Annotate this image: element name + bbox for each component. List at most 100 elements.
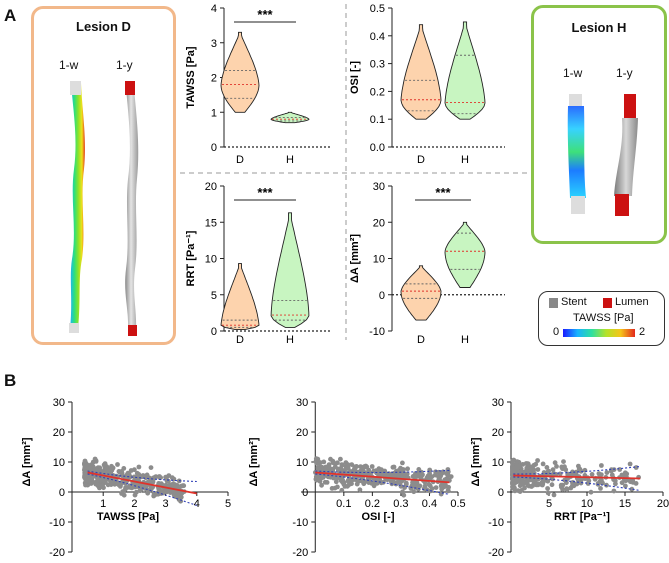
violin-H	[444, 221, 486, 288]
x-category-label: H	[461, 334, 469, 344]
scatter-point	[82, 474, 88, 480]
scatter-point	[414, 480, 420, 485]
y-axis-label: ΔA [mm²]	[349, 234, 361, 283]
scatter-point	[549, 482, 555, 488]
scatter-point	[126, 471, 132, 477]
scatter-point	[148, 465, 154, 470]
x-category-label: H	[286, 334, 294, 344]
scatter-point	[427, 483, 433, 489]
lesion-h-stent-cap-bottom	[571, 196, 585, 214]
lesion-h-stent-cap-top	[569, 94, 582, 108]
scatter-point	[535, 482, 541, 488]
violin-D	[400, 24, 442, 120]
scatter-point	[611, 488, 617, 494]
scatter-point	[351, 468, 357, 473]
scatter-point	[533, 461, 539, 467]
scatter-point	[92, 456, 98, 462]
scatter-point	[150, 478, 156, 484]
y-tick-label: 10	[492, 457, 504, 469]
y-tick-label: -20	[292, 547, 308, 559]
scatter-point	[338, 465, 344, 471]
regression-line	[513, 474, 641, 480]
legend-stent-swatch	[549, 298, 558, 308]
scatter-point	[414, 474, 420, 479]
scatter-point	[545, 490, 551, 496]
lesion-d-label-1w: 1-w	[59, 58, 79, 72]
scatter-point	[540, 478, 546, 484]
y-tick-label: -10	[292, 517, 308, 529]
scatter-point	[558, 482, 564, 488]
y-tick-label: -20	[49, 547, 65, 559]
y-tick-label: 0	[302, 487, 308, 499]
scatter-point	[132, 492, 138, 498]
scatter-point	[135, 484, 140, 489]
lesion-d-stent-cap-top	[70, 81, 81, 95]
scatter-point	[535, 467, 541, 472]
y-tick-label: -20	[488, 547, 504, 559]
lesion-h-lumen-top	[624, 94, 636, 120]
scatter-point	[520, 481, 526, 487]
regression-line	[315, 471, 450, 484]
scatter-point	[379, 467, 384, 473]
x-tick-label: 5	[225, 498, 231, 510]
x-tick-label: 0.1	[336, 498, 351, 510]
scatter-point	[115, 462, 120, 467]
violin-D	[400, 265, 442, 321]
y-tick-label: 30	[492, 397, 504, 409]
x-axis-label: OSI [-]	[362, 511, 395, 523]
y-tick-label: 3	[211, 38, 217, 50]
scatter-point	[559, 464, 565, 470]
scatter-point	[550, 467, 556, 473]
x-tick-label: 0.3	[393, 498, 408, 510]
lesion-h-title: Lesion H	[571, 20, 627, 35]
lesion-h-grey-vessel	[614, 118, 638, 196]
scatter-point	[552, 460, 558, 466]
scatter-point	[599, 463, 604, 468]
scatter-point	[317, 460, 323, 465]
scatter-point	[417, 483, 423, 489]
y-axis-label: ΔA [mm²]	[248, 437, 260, 486]
scatter-point	[129, 485, 135, 491]
scatter-point	[586, 478, 592, 484]
scatter-point	[439, 483, 444, 489]
scatter-point	[153, 492, 159, 497]
x-tick-label: 10	[581, 498, 593, 510]
scatter-point	[416, 467, 422, 472]
violin-D	[220, 263, 260, 331]
violin-H	[444, 21, 486, 120]
y-tick-label: 4	[211, 3, 217, 15]
scatter-point	[102, 478, 107, 483]
scatter-point	[510, 464, 515, 470]
y-axis-label: TAWSS [Pa]	[185, 46, 197, 108]
scatter-point	[136, 464, 142, 470]
scatter-point	[335, 460, 340, 466]
violin-chart-osi: 0.0 0.1 0.2 0.3 0.4 0.5 OSI [-] D H	[349, 3, 505, 166]
scatter-point	[514, 462, 519, 468]
y-tick-label: -10	[369, 326, 385, 338]
scatter-point	[171, 492, 177, 498]
scatter-point	[320, 475, 326, 480]
panel-b-label: B	[4, 371, 17, 390]
y-tick-label: 0	[498, 487, 504, 499]
x-tick-label: 0.5	[450, 498, 465, 510]
lesion-d-grey-vessel	[125, 89, 139, 331]
lesion-d-stent-cap-bottom	[69, 323, 79, 333]
panel-a-label: A	[4, 6, 17, 25]
colorbar-title: TAWSS [Pa]	[573, 312, 634, 324]
legend-lumen-swatch	[603, 298, 612, 308]
scatter-point	[570, 483, 575, 489]
violin-chart-rrt: 0 5 10 15 20 RRT [Pa⁻¹] D H ***	[185, 181, 330, 344]
scatter-point	[561, 459, 566, 464]
y-tick-label: 0	[59, 487, 65, 499]
scatter-point	[523, 461, 529, 466]
scatter-point	[313, 456, 319, 462]
scatter-point	[345, 462, 351, 468]
scatter-point	[576, 463, 581, 469]
lesion-d-label-1y: 1-y	[116, 58, 133, 72]
scatter-point	[333, 479, 339, 485]
scatter-point	[331, 475, 336, 481]
scatter-point	[85, 478, 91, 484]
scatter-point	[117, 469, 123, 475]
scatter-point	[355, 469, 361, 475]
scatter-point	[388, 478, 394, 484]
